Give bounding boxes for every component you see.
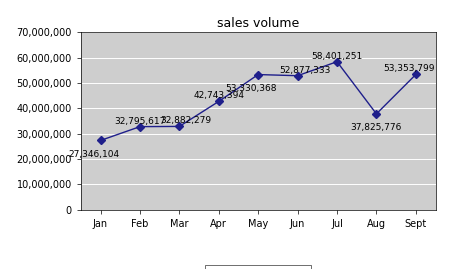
Text: 58,401,251: 58,401,251 [311,52,363,61]
Text: 42,743,394: 42,743,394 [193,91,244,100]
Text: 27,346,104: 27,346,104 [68,150,119,159]
Title: sales volume: sales volume [217,17,299,30]
Legend: sales volume: sales volume [205,265,311,269]
Text: 53,330,368: 53,330,368 [225,84,277,93]
Text: 53,353,799: 53,353,799 [383,65,435,73]
Text: 32,882,279: 32,882,279 [161,116,212,125]
Text: 32,795,617: 32,795,617 [114,116,166,126]
Text: 52,877,333: 52,877,333 [279,66,330,75]
Text: 37,825,776: 37,825,776 [351,123,402,132]
